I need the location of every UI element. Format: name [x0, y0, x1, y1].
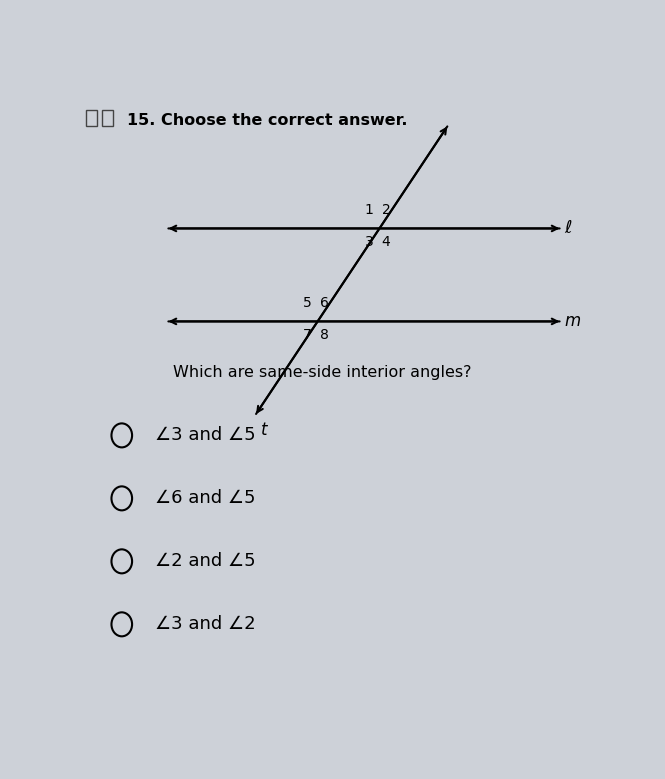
Text: 3: 3: [365, 235, 374, 249]
Text: 7: 7: [303, 328, 312, 342]
Bar: [102, 111, 113, 126]
Text: 8: 8: [320, 328, 329, 342]
Text: m: m: [565, 312, 581, 330]
Text: Which are same-side interior angles?: Which are same-side interior angles?: [174, 365, 471, 379]
Text: 15. Choose the correct answer.: 15. Choose the correct answer.: [127, 113, 408, 128]
Text: 1: 1: [365, 203, 374, 217]
Text: ∠6 and ∠5: ∠6 and ∠5: [156, 489, 256, 507]
Text: ∠3 and ∠2: ∠3 and ∠2: [156, 615, 256, 633]
Text: ∠2 and ∠5: ∠2 and ∠5: [156, 552, 256, 570]
Text: ∠3 and ∠5: ∠3 and ∠5: [156, 426, 256, 444]
Text: t: t: [261, 421, 267, 439]
Text: 2: 2: [382, 203, 390, 217]
Bar: [86, 111, 97, 126]
Text: ℓ: ℓ: [565, 220, 572, 238]
Text: 6: 6: [320, 295, 329, 309]
Text: 5: 5: [303, 295, 312, 309]
Text: 4: 4: [382, 235, 390, 249]
